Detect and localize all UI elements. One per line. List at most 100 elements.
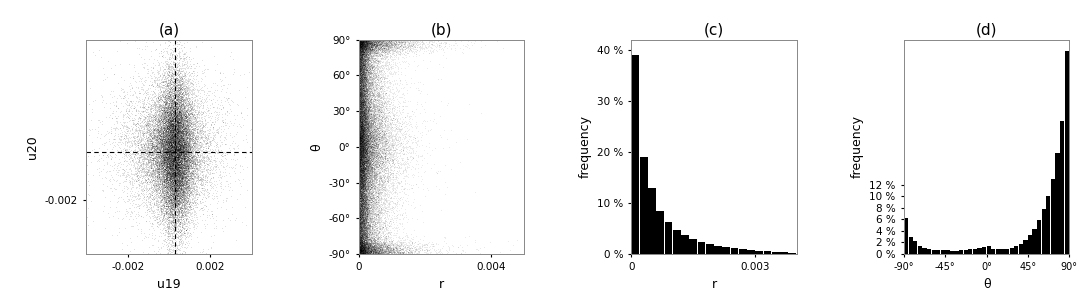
Point [353, 90, 370, 95]
Point [353, 148, 370, 153]
Point [111, 126, 129, 131]
Point [163, 165, 180, 170]
Point [174, 172, 191, 177]
Point [370, 249, 388, 254]
Point [351, 126, 368, 131]
Point [170, 208, 187, 213]
Point [356, 47, 374, 52]
Point [355, 171, 373, 176]
Point [178, 131, 195, 136]
Point [163, 175, 180, 180]
Point [353, 214, 370, 218]
Point [359, 141, 376, 146]
Point [173, 192, 190, 197]
Point [163, 146, 180, 151]
Point [351, 185, 368, 189]
Point [352, 247, 369, 252]
Point [354, 93, 372, 98]
Point [156, 140, 173, 145]
Point [351, 132, 368, 137]
Point [373, 226, 390, 230]
Point [177, 185, 194, 189]
Point [351, 122, 368, 127]
Point [354, 160, 372, 165]
Point [159, 140, 176, 145]
Point [359, 40, 376, 45]
Point [379, 156, 396, 161]
Point [374, 75, 391, 80]
Point [149, 155, 166, 160]
Point [357, 214, 375, 219]
Point [351, 116, 368, 121]
Point [390, 180, 407, 185]
Point [158, 99, 175, 104]
Point [351, 189, 368, 194]
Point [123, 126, 140, 131]
Point [354, 185, 372, 190]
Point [352, 73, 369, 78]
Point [354, 222, 372, 227]
Point [153, 136, 171, 141]
Point [159, 115, 176, 120]
Point [370, 44, 388, 49]
Point [361, 55, 378, 60]
Point [351, 247, 368, 252]
Point [351, 142, 368, 147]
Point [165, 81, 183, 86]
Point [352, 186, 369, 191]
Point [355, 134, 373, 139]
Point [166, 153, 184, 158]
Point [375, 250, 392, 255]
Point [363, 203, 380, 207]
Point [357, 196, 375, 201]
Point [177, 182, 194, 187]
Point [353, 43, 370, 48]
Point [148, 102, 165, 107]
Point [163, 73, 180, 78]
Point [181, 120, 199, 125]
Point [166, 213, 184, 218]
Point [179, 155, 197, 160]
Point [168, 160, 186, 165]
Point [153, 73, 171, 77]
Point [171, 129, 188, 134]
Point [356, 155, 374, 160]
Point [153, 118, 171, 123]
Point [369, 187, 387, 192]
Point [351, 231, 368, 236]
Point [167, 173, 185, 178]
Point [446, 38, 463, 43]
Point [355, 63, 373, 68]
Point [362, 164, 379, 169]
Point [354, 245, 372, 250]
Point [370, 249, 388, 254]
Point [354, 151, 372, 156]
Point [357, 174, 375, 179]
Point [163, 143, 180, 148]
Point [149, 70, 166, 75]
Point [352, 180, 369, 185]
Point [360, 175, 377, 180]
Point [352, 84, 369, 89]
Point [365, 169, 382, 174]
Point [356, 129, 374, 134]
Point [167, 132, 185, 137]
Point [370, 47, 388, 52]
Point [383, 118, 401, 123]
Point [361, 168, 378, 173]
Point [175, 107, 192, 112]
Point [174, 97, 191, 102]
Point [414, 42, 431, 47]
Point [352, 234, 369, 239]
Point [165, 220, 183, 225]
Point [364, 111, 381, 116]
Point [163, 201, 180, 206]
Point [351, 241, 368, 246]
Point [178, 151, 195, 156]
Point [173, 155, 190, 160]
Point [143, 135, 160, 140]
Point [157, 163, 174, 168]
Point [355, 99, 373, 104]
Point [165, 99, 183, 103]
Point [367, 177, 384, 182]
